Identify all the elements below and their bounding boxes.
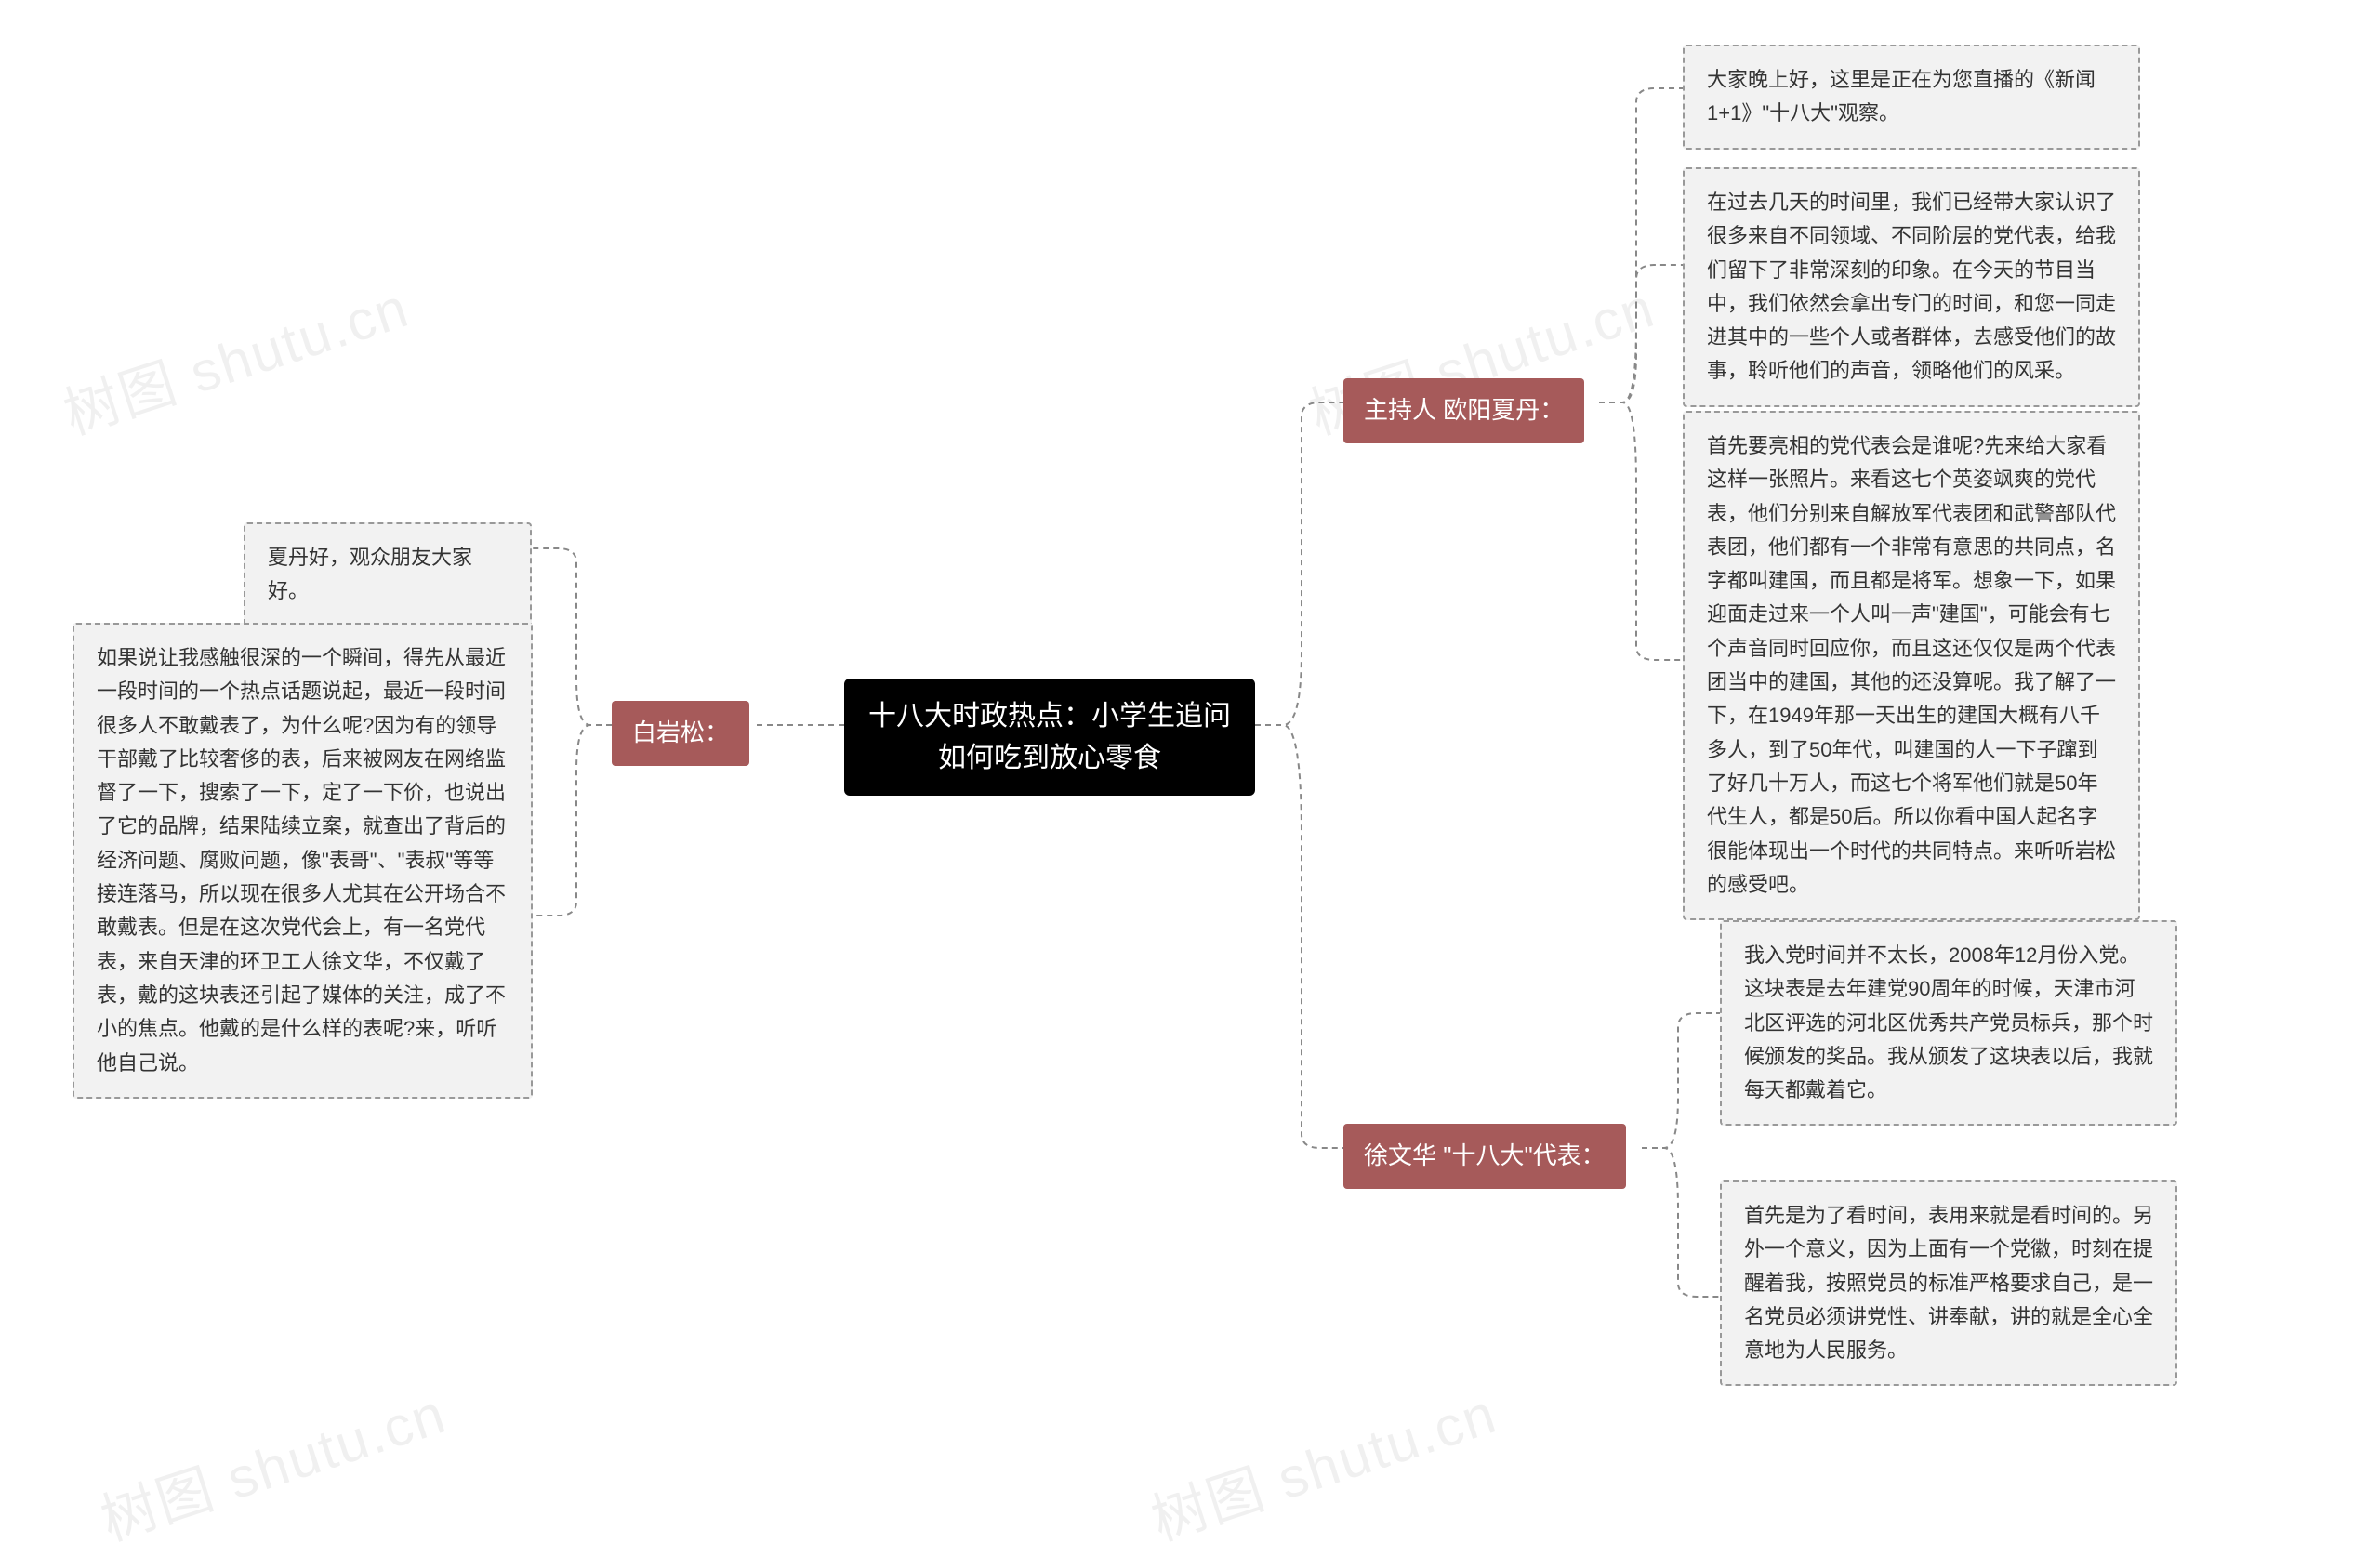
leaf-xu-1: 我入党时间并不太长，2008年12月份入党。这块表是去年建党90周年的时候，天津…	[1720, 920, 2177, 1126]
leaf-text: 我入党时间并不太长，2008年12月份入党。这块表是去年建党90周年的时候，天津…	[1744, 943, 2153, 1101]
branch-ouyang-xiadan: 主持人 欧阳夏丹：	[1343, 378, 1584, 443]
leaf-text: 首先是为了看时间，表用来就是看时间的。另外一个意义，因为上面有一个党徽，时刻在提…	[1744, 1204, 2153, 1362]
root-node: 十八大时政热点：小学生追问如何吃到放心零食	[844, 679, 1255, 796]
leaf-text: 大家晚上好，这里是正在为您直播的《新闻1+1》"十八大"观察。	[1707, 68, 2096, 125]
watermark: 树图 shutu.cn	[1140, 1369, 1506, 1556]
leaf-text: 在过去几天的时间里，我们已经带大家认识了很多来自不同领域、不同阶层的党代表，给我…	[1707, 191, 2116, 382]
watermark: 树图 shutu.cn	[89, 1369, 456, 1556]
leaf-ouyang-3: 首先要亮相的党代表会是谁呢?先来给大家看这样一张照片。来看这七个英姿飒爽的党代表…	[1683, 411, 2140, 920]
leaf-text: 如果说让我感触很深的一个瞬间，得先从最近一段时间的一个热点话题说起，最近一段时间…	[97, 646, 506, 1075]
branch-label: 徐文华 "十八大"代表：	[1364, 1141, 1606, 1169]
leaf-bai-1: 夏丹好，观众朋友大家好。	[244, 522, 532, 627]
watermark: 树图 shutu.cn	[52, 263, 418, 451]
leaf-bai-2: 如果说让我感触很深的一个瞬间，得先从最近一段时间的一个热点话题说起，最近一段时间…	[73, 623, 533, 1099]
branch-label: 白岩松：	[632, 719, 729, 746]
branch-bai-yansong: 白岩松：	[612, 701, 749, 766]
leaf-xu-2: 首先是为了看时间，表用来就是看时间的。另外一个意义，因为上面有一个党徽，时刻在提…	[1720, 1180, 2177, 1386]
leaf-ouyang-1: 大家晚上好，这里是正在为您直播的《新闻1+1》"十八大"观察。	[1683, 45, 2140, 150]
leaf-ouyang-2: 在过去几天的时间里，我们已经带大家认识了很多来自不同领域、不同阶层的党代表，给我…	[1683, 167, 2140, 407]
branch-xu-wenhua: 徐文华 "十八大"代表：	[1343, 1124, 1626, 1189]
root-text: 十八大时政热点：小学生追问如何吃到放心零食	[868, 701, 1231, 773]
leaf-text: 首先要亮相的党代表会是谁呢?先来给大家看这样一张照片。来看这七个英姿飒爽的党代表…	[1707, 434, 2116, 896]
branch-label: 主持人 欧阳夏丹：	[1364, 396, 1564, 424]
leaf-text: 夏丹好，观众朋友大家好。	[268, 546, 472, 602]
